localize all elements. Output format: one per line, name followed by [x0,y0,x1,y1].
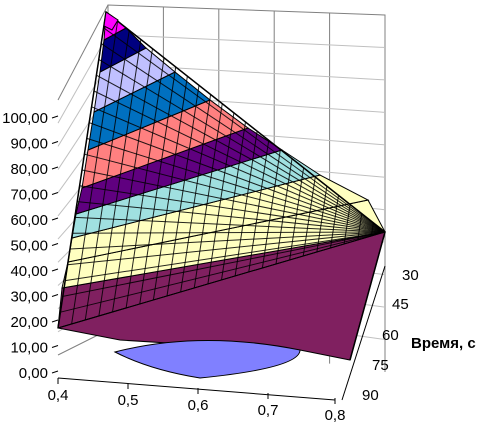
z-tick [51,166,59,170]
z-tick [51,192,59,195]
z-tick [51,345,59,348]
y-tick-label: 30 [402,267,419,284]
z-tick [51,294,59,297]
lattice-line [84,30,130,321]
z-tick-label: 100,00 [2,110,48,127]
surface-edge [57,10,386,361]
lattice-line [316,186,328,253]
x-axis-line [57,377,336,401]
x-tick-label: 0,6 [188,397,209,414]
z-tick [51,370,59,374]
z-tick-label: 0,00 [19,365,48,382]
z-tick-label: 40,00 [10,263,48,280]
y-tick-label: 45 [392,296,409,313]
lattice-line [125,57,165,309]
lattice-line [275,158,293,265]
surface-peak [103,11,119,31]
lattice-line [330,195,339,249]
lattice-line [193,103,223,289]
z-axis: 0,00 10,00 20,00 30,00 40,00 50,00 60,00 70,00 8… [2,110,59,382]
side-wall-top-edge [57,4,109,101]
z-tick [51,268,59,272]
lattice-line [71,21,119,325]
lattice-line [166,85,200,297]
lattice-line [180,94,212,293]
z-tick [51,217,59,221]
lattice-line [343,204,351,245]
z-tick-label: 30,00 [10,289,48,306]
z-tick [51,141,59,144]
z-tick [51,115,59,119]
lattice-line [98,39,142,317]
x-tick-label: 0,7 [258,402,279,419]
x-axis: 0,4 0,5 0,6 0,7 0,8 [48,377,346,424]
z-tick [51,243,59,246]
y-tick-label: 75 [372,357,389,374]
lattice-line [207,112,235,285]
lattice-line [112,48,153,313]
y-axis-title: Время, с [411,335,476,352]
z-tick-label: 70,00 [10,187,48,204]
z-tick [51,319,59,323]
z-tick-label: 80,00 [10,161,48,178]
lattice-line [261,149,281,269]
lattice-line [248,140,270,273]
z-tick-label: 10,00 [10,340,48,357]
lattice-line [370,222,374,237]
z-tick-label: 20,00 [10,314,48,331]
z-tick-label: 60,00 [10,212,48,229]
lattice-line [302,176,316,257]
lattice-line [221,121,246,281]
x-tick-label: 0,4 [48,387,69,404]
y-axis: 30 45 60 75 90 [341,265,419,404]
y-axis-line [341,265,386,401]
lattice-line [289,167,305,261]
wall-grid-line [107,34,386,48]
x-tick-label: 0,5 [118,392,139,409]
surface-trough [113,340,301,379]
y-tick-label: 90 [362,387,379,404]
z-tick-label: 90,00 [10,136,48,153]
lattice-line [234,131,258,277]
lattice-line [357,213,363,241]
lattice-line [152,76,188,301]
lattice-line [139,66,177,305]
x-tick-label: 0,8 [325,407,346,424]
z-tick-label: 50,00 [10,238,48,255]
surface-plot [57,10,386,379]
y-tick-label: 60 [382,327,399,344]
